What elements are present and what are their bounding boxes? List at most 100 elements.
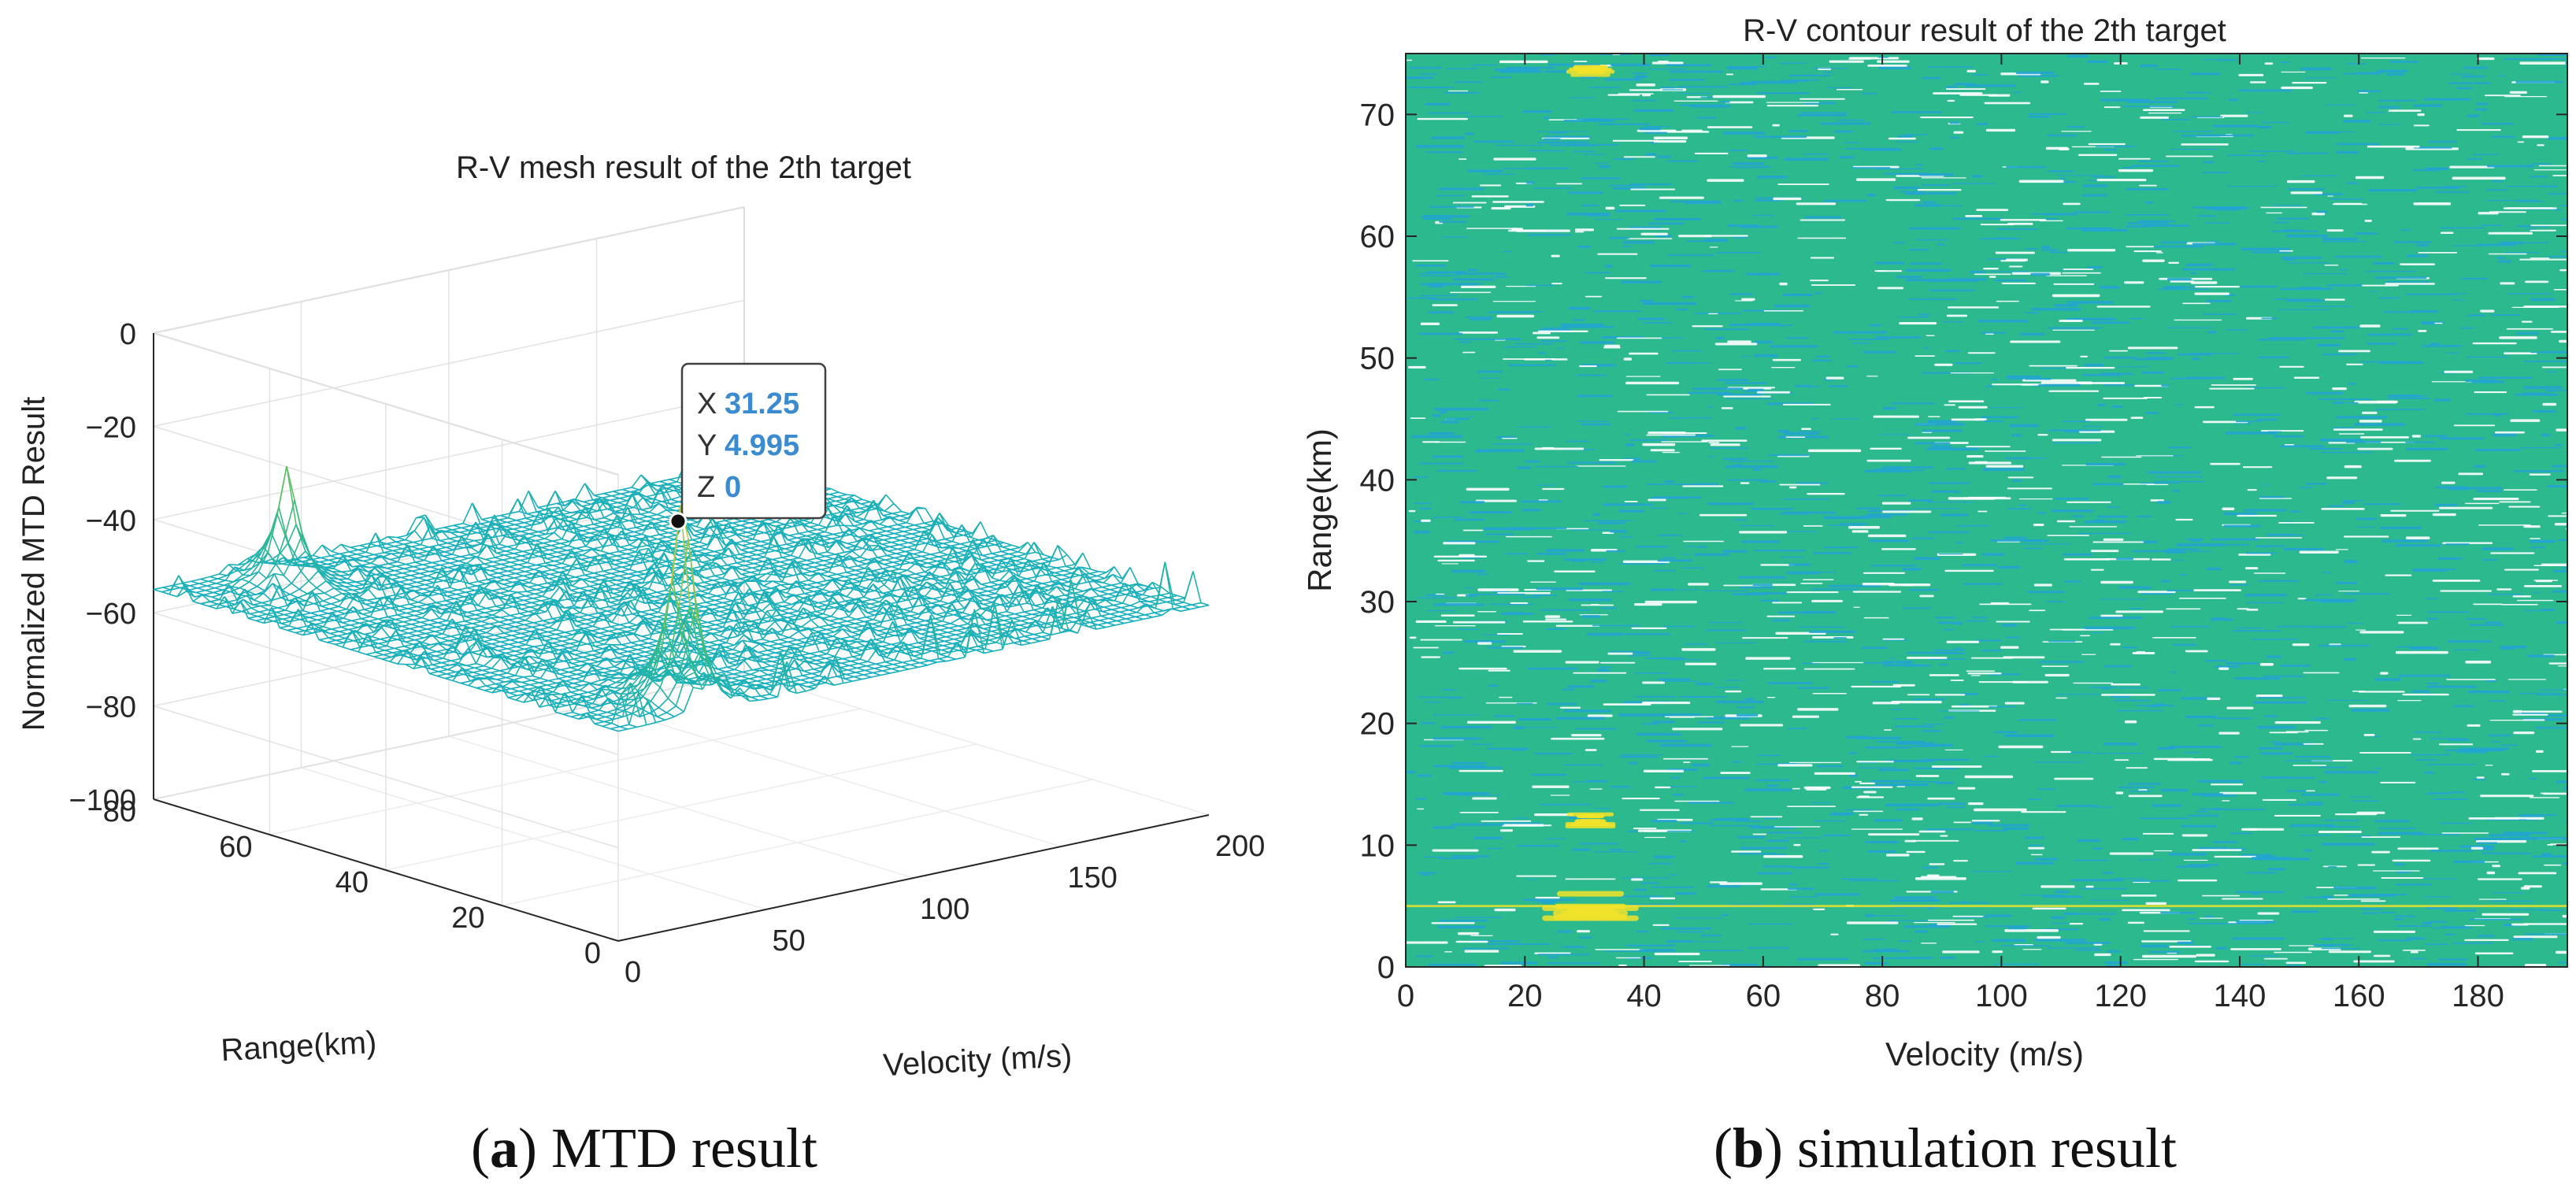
mesh-edge <box>496 550 506 554</box>
mesh-edge <box>576 558 585 576</box>
mesh-edge <box>403 565 414 569</box>
mesh-edge <box>284 535 294 557</box>
mesh-edge <box>500 617 509 621</box>
mesh-edge <box>438 544 447 548</box>
mesh-edge <box>899 513 910 517</box>
mesh-edge <box>534 591 544 595</box>
mesh-edge <box>548 578 557 582</box>
mesh-edge <box>436 626 445 631</box>
mesh-edge <box>739 554 748 557</box>
mesh-edge <box>905 526 914 531</box>
mesh-edge <box>340 624 350 628</box>
mesh-edge <box>287 601 297 606</box>
mesh-edge <box>200 603 209 607</box>
mesh-edge <box>443 554 453 557</box>
mesh-edge <box>243 559 254 571</box>
mesh-edge <box>458 594 470 610</box>
mesh-edge <box>900 537 910 541</box>
mesh-edge <box>608 628 619 632</box>
mesh-edge <box>430 564 440 568</box>
mesh-edge <box>532 573 541 577</box>
mesh-edge <box>582 528 592 532</box>
mesh-edge <box>363 558 373 562</box>
mesh-edge <box>634 578 645 582</box>
mesh-edge <box>647 548 658 569</box>
mesh-edge <box>585 556 596 572</box>
mesh-edge <box>347 567 358 580</box>
mesh-edge <box>380 627 391 638</box>
mesh-edge <box>660 529 669 534</box>
mesh-edge <box>516 644 527 648</box>
mesh-edge <box>206 583 217 587</box>
mesh-edge <box>387 575 398 583</box>
mesh-edge <box>622 487 632 491</box>
mesh-edge <box>296 625 306 629</box>
mesh-edge <box>515 595 526 599</box>
mesh-edge <box>356 554 365 557</box>
mesh-edge <box>570 589 579 594</box>
x-axis-line <box>617 814 1210 942</box>
mesh-edge <box>828 493 838 498</box>
mesh-edge <box>580 587 588 591</box>
mesh-edge <box>479 564 488 580</box>
mesh-edge <box>480 672 491 676</box>
mesh-edge <box>637 482 648 495</box>
mesh-edge <box>625 555 635 559</box>
mesh-edge <box>624 533 633 537</box>
mesh-edge <box>553 511 562 516</box>
mesh-edge <box>616 515 625 535</box>
mesh-edge <box>298 609 307 627</box>
mesh-edge <box>635 524 645 528</box>
mesh-edge <box>296 600 306 602</box>
mesh-edge <box>513 553 522 557</box>
mesh-edge <box>397 535 407 539</box>
mesh-edge <box>454 596 465 600</box>
mesh-edge <box>208 603 219 607</box>
mesh-edge <box>326 639 337 643</box>
mesh-edge <box>292 534 303 557</box>
mesh-edge <box>591 548 601 557</box>
mesh-edge <box>436 546 447 550</box>
mesh-edge <box>495 554 505 558</box>
mesh-edge <box>524 520 534 524</box>
mesh-edge <box>426 577 436 581</box>
mesh-edge <box>607 580 617 586</box>
mesh-edge <box>367 545 377 549</box>
mesh-edge <box>391 576 402 580</box>
mesh-edge <box>355 593 365 610</box>
mesh-edge <box>799 520 809 532</box>
mesh-edge <box>599 606 609 609</box>
mesh-edge <box>402 548 410 552</box>
mesh-edge <box>224 596 233 614</box>
mesh-edge <box>487 576 497 580</box>
mesh-edge <box>743 565 753 569</box>
mesh-edge <box>420 621 429 626</box>
mesh-edge <box>788 539 796 543</box>
mesh-edge <box>542 571 550 576</box>
mesh-edge <box>501 609 510 617</box>
mesh-edge <box>321 555 331 559</box>
mesh-edge <box>324 587 335 594</box>
mesh-edge <box>789 557 799 561</box>
mesh-edge <box>675 561 685 565</box>
mesh-edge <box>467 611 476 616</box>
mesh-edge <box>613 512 622 519</box>
mesh-edge <box>335 584 345 587</box>
mesh-edge <box>602 597 612 601</box>
mesh-edge <box>411 568 422 572</box>
mesh-edge <box>957 550 967 554</box>
mesh-edge <box>762 602 773 612</box>
mesh-edge <box>659 565 670 584</box>
mesh-edge <box>854 494 863 501</box>
mesh-edge <box>386 543 395 547</box>
mesh-edge <box>650 521 660 535</box>
mesh-edge <box>751 540 762 545</box>
mesh-edge <box>465 539 475 544</box>
mesh-edge <box>355 580 365 583</box>
mesh-edge <box>823 535 832 539</box>
mesh-edge <box>843 524 853 532</box>
mesh-edge <box>836 513 847 526</box>
mesh-edge <box>298 593 308 598</box>
mesh-edge <box>308 580 317 589</box>
mesh-edge <box>417 577 427 581</box>
